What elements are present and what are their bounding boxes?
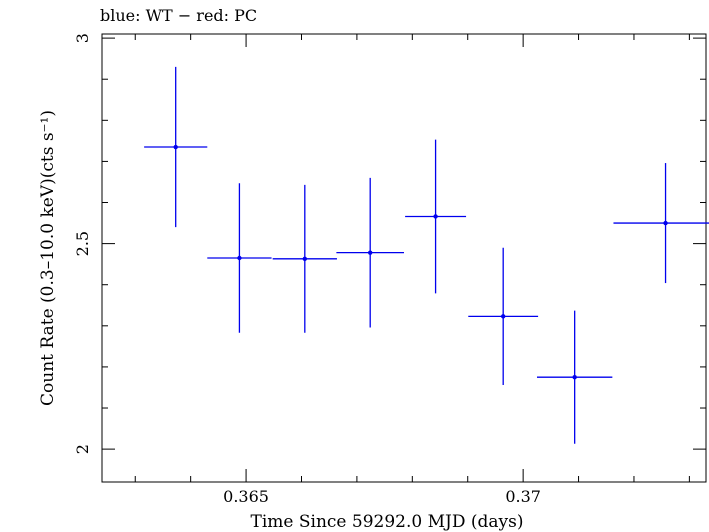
y-axis-label: Count Rate (0.3–10.0 keV)(cts s⁻¹): [38, 110, 58, 406]
data-marker: [663, 220, 668, 226]
data-point: [144, 66, 208, 228]
data-point: [207, 183, 272, 333]
data-point: [536, 310, 613, 444]
x-axis-label: Time Since 59292.0 MJD (days): [251, 512, 524, 532]
data-marker: [500, 314, 506, 319]
y-tick-label: 2: [73, 444, 92, 454]
data-marker: [572, 374, 577, 380]
data-marker: [367, 250, 373, 255]
data-marker: [433, 214, 438, 219]
data-point: [613, 163, 709, 284]
data-point: [405, 139, 467, 294]
data-marker: [237, 255, 242, 261]
y-tick-label: 2.5: [73, 231, 92, 256]
x-tick-label: 0.37: [505, 487, 541, 506]
data-point: [468, 247, 539, 386]
y-tick-label: 3: [73, 33, 92, 43]
plot-frame: [101, 33, 707, 483]
data-marker: [302, 256, 308, 262]
data-series: [144, 66, 709, 444]
data-point: [272, 184, 337, 333]
axis-ticks: 0.365 0.37 2 2.5 3: [73, 33, 706, 506]
data-point: [336, 177, 404, 328]
x-tick-label: 0.365: [223, 487, 269, 506]
chart-title: blue: WT − red: PC: [100, 6, 257, 25]
data-marker: [173, 144, 178, 150]
